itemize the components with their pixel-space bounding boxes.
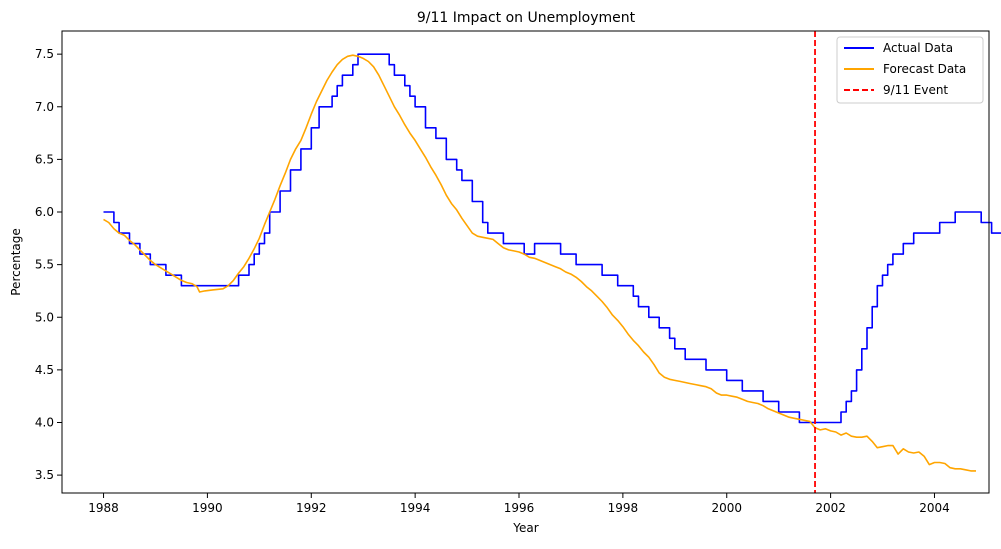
x-tick-label: 2000: [711, 501, 742, 515]
y-tick-label: 4.0: [35, 415, 54, 429]
actual-data-line: [104, 54, 1001, 422]
legend-label-event: 9/11 Event: [883, 83, 948, 97]
x-axis-label: Year: [512, 521, 538, 535]
x-tick-label: 1998: [608, 501, 639, 515]
y-tick-label: 4.5: [35, 363, 54, 377]
legend-label-actual: Actual Data: [883, 41, 953, 55]
legend: Actual Data Forecast Data 9/11 Event: [837, 37, 983, 103]
y-tick-label: 6.0: [35, 205, 54, 219]
legend-label-forecast: Forecast Data: [883, 62, 966, 76]
x-axis-ticks: 1988 1990 1992 1994 1996 1998 2000 2002 2004: [88, 493, 949, 515]
x-tick-label: 1990: [192, 501, 223, 515]
x-tick-label: 1994: [400, 501, 431, 515]
y-tick-label: 5.0: [35, 310, 54, 324]
y-tick-label: 3.5: [35, 468, 54, 482]
y-axis-label: Percentage: [9, 228, 23, 296]
y-tick-label: 7.0: [35, 100, 54, 114]
x-tick-label: 2002: [815, 501, 846, 515]
x-tick-label: 1988: [88, 501, 119, 515]
y-tick-label: 7.5: [35, 47, 54, 61]
y-axis-ticks: 3.5 4.0 4.5 5.0 5.5 6.0 6.5 7.0 7.5: [35, 47, 62, 482]
y-tick-label: 6.5: [35, 152, 54, 166]
x-tick-label: 1996: [504, 501, 535, 515]
x-tick-label: 1992: [296, 501, 327, 515]
y-tick-label: 5.5: [35, 258, 54, 272]
chart-title: 9/11 Impact on Unemployment: [417, 10, 636, 26]
x-tick-label: 2004: [919, 501, 950, 515]
forecast-data-line: [104, 55, 977, 471]
